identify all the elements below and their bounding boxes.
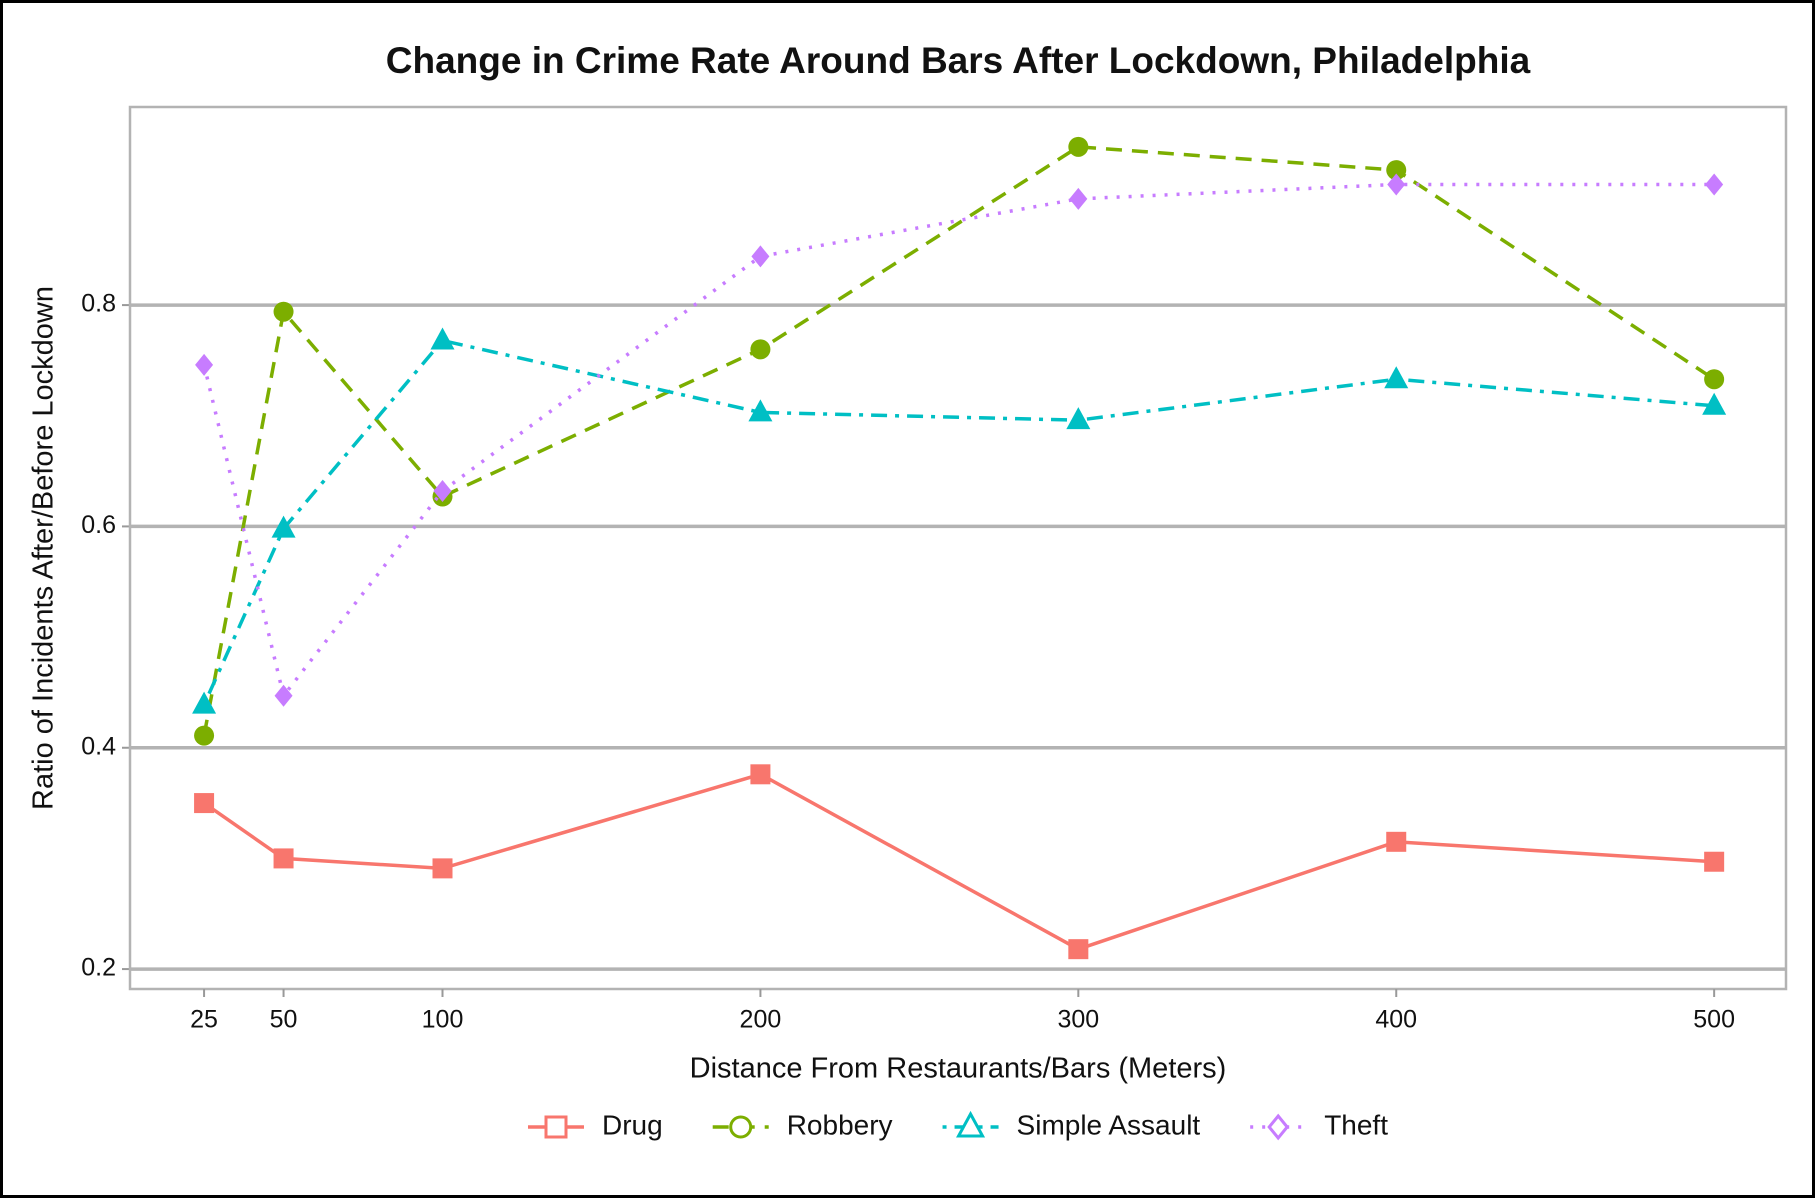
point [1068, 939, 1089, 960]
point [273, 301, 294, 322]
point [433, 480, 452, 503]
legend: Drug Robbery Simple Assault Theft [528, 1109, 1388, 1140]
legend-key-marker [729, 1115, 753, 1139]
point [1704, 851, 1725, 872]
plot-border [128, 105, 1788, 991]
point [274, 684, 293, 707]
point [1386, 160, 1407, 181]
x-tick-label: 500 [1693, 1006, 1735, 1034]
x-tick-label: 25 [190, 1006, 218, 1034]
y-tick-label: 0.2 [81, 954, 116, 982]
point [1068, 136, 1089, 157]
point [194, 725, 215, 746]
y-axis-label: Ratio of Incidents After/Before Lockdown [28, 286, 60, 810]
legend-label: Robbery [787, 1109, 893, 1140]
point [751, 245, 770, 268]
x-tick-label: 300 [1057, 1006, 1099, 1034]
point [1705, 173, 1724, 196]
y-tick-label: 0.6 [81, 511, 116, 539]
point [1386, 831, 1407, 852]
point [1702, 392, 1727, 415]
point [273, 848, 294, 869]
legend-label: Simple Assault [1017, 1109, 1201, 1140]
point [1704, 369, 1725, 390]
point [1069, 187, 1088, 210]
point [1384, 366, 1409, 389]
legend-key-marker [1267, 1113, 1290, 1141]
legend-key-marker [956, 1110, 986, 1138]
point [430, 327, 455, 350]
point [1387, 173, 1406, 196]
legend-label: Theft [1324, 1109, 1388, 1140]
point [750, 764, 771, 785]
point [192, 691, 217, 714]
y-tick-label: 0.4 [81, 732, 116, 760]
point [748, 399, 773, 422]
x-tick-label: 400 [1375, 1006, 1417, 1034]
legend-label: Drug [602, 1109, 663, 1140]
legend-key-marker [544, 1115, 568, 1139]
point [432, 858, 453, 879]
point [195, 353, 214, 376]
point [750, 339, 771, 360]
chart-title: Change in Crime Rate Around Bars After L… [386, 40, 1531, 81]
y-tick-label: 0.8 [81, 290, 116, 318]
x-tick-label: 50 [270, 1006, 298, 1034]
point [271, 515, 296, 538]
x-tick-label: 100 [422, 1006, 464, 1034]
x-tick-label: 200 [740, 1006, 782, 1034]
point [1066, 407, 1091, 430]
point [194, 793, 215, 814]
x-axis-label: Distance From Restaurants/Bars (Meters) [690, 1053, 1227, 1085]
